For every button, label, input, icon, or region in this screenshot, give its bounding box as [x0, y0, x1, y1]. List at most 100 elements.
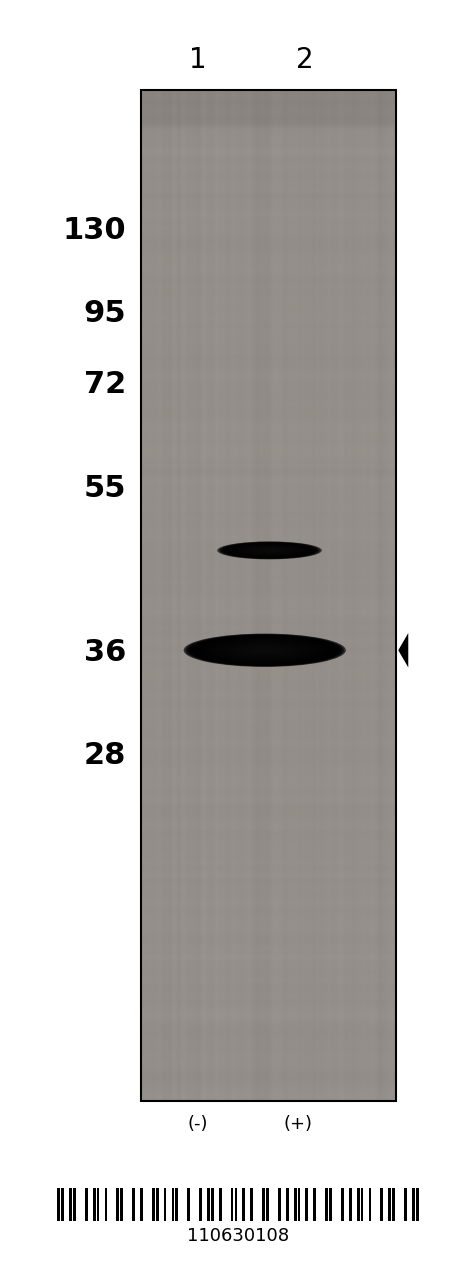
Ellipse shape: [260, 549, 278, 552]
Ellipse shape: [255, 548, 283, 553]
Bar: [415, 1188, 418, 1221]
Bar: [340, 1188, 343, 1221]
Bar: [85, 1188, 88, 1221]
Ellipse shape: [222, 641, 307, 659]
Ellipse shape: [250, 648, 278, 653]
Ellipse shape: [231, 544, 307, 557]
Ellipse shape: [198, 636, 331, 664]
Bar: [266, 1188, 268, 1221]
Bar: [175, 1188, 178, 1221]
Bar: [285, 1188, 288, 1221]
Ellipse shape: [249, 547, 288, 554]
Ellipse shape: [260, 649, 268, 652]
Ellipse shape: [209, 639, 319, 662]
Ellipse shape: [187, 635, 341, 666]
Text: 72: 72: [84, 370, 126, 398]
Ellipse shape: [214, 640, 315, 660]
Ellipse shape: [250, 548, 287, 553]
Bar: [230, 1188, 233, 1221]
Text: 1: 1: [189, 46, 206, 74]
Ellipse shape: [241, 545, 297, 556]
Bar: [92, 1188, 95, 1221]
Ellipse shape: [244, 646, 285, 654]
Ellipse shape: [189, 635, 339, 666]
Ellipse shape: [234, 544, 304, 557]
Ellipse shape: [258, 649, 270, 652]
Bar: [97, 1188, 99, 1221]
Ellipse shape: [228, 643, 301, 658]
Bar: [242, 1188, 245, 1221]
Ellipse shape: [253, 548, 285, 553]
Bar: [325, 1188, 327, 1221]
Text: (-): (-): [188, 1115, 208, 1133]
Bar: [140, 90, 395, 1101]
Ellipse shape: [243, 547, 295, 556]
Ellipse shape: [246, 646, 282, 654]
Bar: [171, 1188, 174, 1221]
Bar: [57, 1188, 60, 1221]
Ellipse shape: [220, 543, 317, 558]
Ellipse shape: [264, 549, 274, 552]
Bar: [207, 1188, 209, 1221]
Bar: [104, 1188, 107, 1221]
Ellipse shape: [244, 547, 294, 554]
Ellipse shape: [191, 635, 337, 666]
Bar: [132, 1188, 135, 1221]
Bar: [360, 1188, 363, 1221]
Ellipse shape: [248, 547, 290, 554]
Ellipse shape: [239, 545, 299, 556]
Bar: [234, 1188, 237, 1221]
Text: 2: 2: [296, 46, 313, 74]
Ellipse shape: [204, 637, 325, 663]
Bar: [278, 1188, 280, 1221]
Ellipse shape: [245, 547, 292, 554]
Ellipse shape: [208, 639, 321, 662]
Bar: [151, 1188, 154, 1221]
Ellipse shape: [183, 634, 345, 667]
Ellipse shape: [227, 543, 311, 558]
Bar: [305, 1188, 307, 1221]
Ellipse shape: [220, 641, 308, 659]
Ellipse shape: [185, 634, 343, 667]
Ellipse shape: [238, 545, 300, 556]
Bar: [403, 1188, 406, 1221]
Ellipse shape: [240, 545, 298, 556]
Bar: [293, 1188, 296, 1221]
Bar: [379, 1188, 382, 1221]
Bar: [120, 1188, 123, 1221]
Ellipse shape: [248, 646, 280, 654]
Text: 36: 36: [84, 639, 126, 667]
Polygon shape: [397, 634, 407, 667]
Ellipse shape: [238, 645, 290, 655]
Ellipse shape: [193, 636, 335, 664]
Ellipse shape: [261, 549, 277, 552]
Ellipse shape: [222, 543, 316, 558]
Text: 130: 130: [63, 216, 126, 244]
Ellipse shape: [206, 639, 323, 662]
Ellipse shape: [252, 548, 286, 553]
Ellipse shape: [265, 549, 273, 552]
Bar: [356, 1188, 359, 1221]
Ellipse shape: [229, 544, 308, 557]
Ellipse shape: [226, 543, 312, 558]
Ellipse shape: [230, 643, 298, 658]
Ellipse shape: [226, 643, 303, 658]
Bar: [313, 1188, 316, 1221]
Ellipse shape: [223, 543, 315, 558]
Text: (+): (+): [283, 1115, 312, 1133]
Ellipse shape: [218, 641, 311, 659]
Bar: [210, 1188, 213, 1221]
Ellipse shape: [256, 649, 272, 652]
Text: 110630108: 110630108: [187, 1228, 289, 1245]
Bar: [69, 1188, 72, 1221]
Ellipse shape: [236, 545, 302, 556]
Ellipse shape: [247, 547, 291, 554]
Bar: [139, 1188, 142, 1221]
Bar: [218, 1188, 221, 1221]
Ellipse shape: [232, 544, 306, 557]
Ellipse shape: [256, 548, 282, 553]
Ellipse shape: [228, 544, 309, 557]
Ellipse shape: [218, 541, 320, 559]
Bar: [187, 1188, 190, 1221]
Ellipse shape: [234, 644, 295, 657]
